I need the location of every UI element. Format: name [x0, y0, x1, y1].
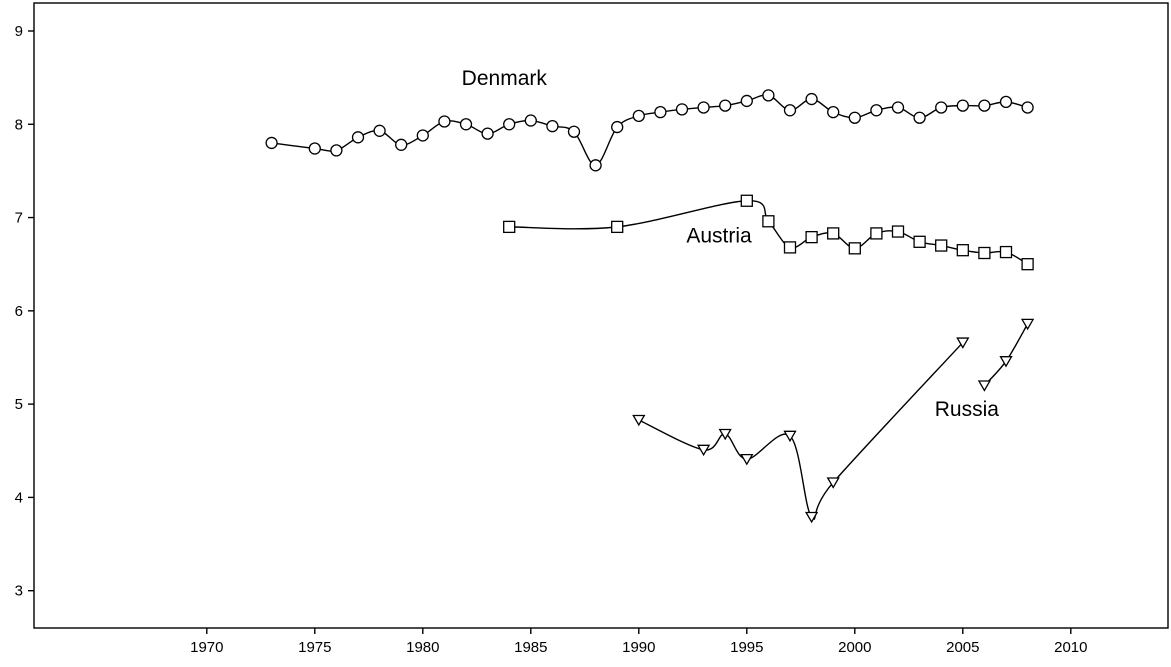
series-label-austria: Austria: [686, 225, 752, 248]
point-denmark: [416, 129, 429, 142]
point-denmark: [265, 136, 278, 150]
point-denmark: [697, 101, 710, 114]
point-austria: [913, 235, 926, 248]
point-denmark: [567, 125, 581, 138]
point-austria: [999, 245, 1013, 259]
point-denmark: [827, 105, 840, 119]
x-tick-label: 1970: [190, 639, 223, 656]
series-label-russia: Russia: [935, 398, 1000, 421]
point-russia: [783, 430, 797, 443]
point-denmark: [481, 127, 494, 140]
y-tick-label: 5: [15, 396, 23, 413]
point-denmark: [848, 111, 861, 124]
point-denmark: [589, 159, 602, 172]
point-denmark: [632, 109, 645, 123]
series-labels: Denmark Austria Russia: [462, 67, 1000, 421]
point-russia: [977, 380, 992, 392]
point-denmark: [675, 103, 689, 116]
point-denmark: [891, 101, 905, 114]
x-tick-label: 2010: [1054, 639, 1087, 656]
point-russia: [999, 356, 1013, 368]
point-austria: [827, 227, 840, 240]
y-tick-label: 8: [15, 116, 23, 133]
series-russia: [632, 318, 1035, 524]
point-denmark: [1021, 101, 1034, 114]
point-denmark: [373, 124, 386, 137]
point-denmark: [956, 99, 969, 112]
point-austria: [956, 244, 969, 257]
point-austria: [978, 246, 991, 260]
point-austria: [848, 242, 861, 255]
x-tick-label: 2005: [946, 639, 979, 656]
series-label-denmark: Denmark: [462, 67, 548, 90]
y-tick-label: 6: [15, 303, 23, 320]
point-denmark: [870, 104, 883, 117]
point-austria: [611, 220, 624, 234]
point-denmark: [330, 144, 343, 157]
point-denmark: [999, 95, 1013, 109]
x-tick-label: 1975: [298, 639, 331, 656]
point-austria: [1021, 258, 1034, 271]
point-denmark: [762, 89, 775, 102]
y-tick-label: 9: [15, 23, 23, 40]
point-austria: [870, 227, 883, 240]
point-denmark: [783, 104, 797, 117]
series-austria: [503, 194, 1034, 271]
point-austria: [762, 215, 775, 228]
series-layer: [265, 89, 1035, 524]
y-tick-label: 4: [15, 489, 23, 506]
point-denmark: [395, 138, 408, 151]
point-russia: [1020, 318, 1035, 331]
series-line-russia: [983, 323, 1029, 386]
point-denmark: [719, 99, 732, 112]
point-russia: [718, 428, 732, 441]
point-denmark: [978, 99, 991, 112]
point-russia: [632, 414, 646, 427]
point-denmark: [524, 114, 537, 127]
x-tick-label: 1980: [406, 639, 439, 656]
point-denmark: [740, 94, 753, 108]
point-denmark: [351, 131, 365, 144]
y-tick-label: 3: [15, 583, 23, 600]
series-line-austria: [509, 200, 1028, 265]
point-austria: [935, 239, 948, 252]
point-denmark: [503, 118, 516, 131]
point-denmark: [459, 118, 473, 131]
point-denmark: [805, 92, 818, 106]
point-denmark: [611, 120, 624, 134]
series-line-russia: [638, 342, 964, 520]
point-denmark: [935, 101, 948, 114]
point-russia: [956, 337, 970, 349]
point-russia: [804, 511, 819, 524]
point-denmark: [913, 111, 926, 124]
point-denmark: [308, 142, 321, 155]
point-austria: [783, 241, 797, 254]
point-austria: [891, 225, 905, 238]
x-tick-label: 2000: [838, 639, 871, 656]
series-denmark: [265, 89, 1034, 172]
point-denmark: [438, 115, 451, 128]
point-austria: [740, 194, 753, 207]
point-russia: [696, 444, 711, 457]
x-tick-label: 1995: [730, 639, 763, 656]
plot-frame: [33, 2, 1169, 629]
y-tick-label: 7: [15, 210, 23, 227]
point-denmark: [654, 105, 667, 119]
point-russia: [740, 454, 754, 466]
point-denmark: [546, 119, 559, 133]
point-austria: [503, 220, 516, 234]
x-tick-label: 1985: [514, 639, 547, 656]
axes: 1970 1975 1980 1985 1990 1995 2000 2005 2010 3 4 5 6…: [15, 2, 1169, 656]
x-tick-label: 1990: [622, 639, 655, 656]
point-russia: [826, 477, 840, 489]
point-austria: [805, 230, 818, 244]
